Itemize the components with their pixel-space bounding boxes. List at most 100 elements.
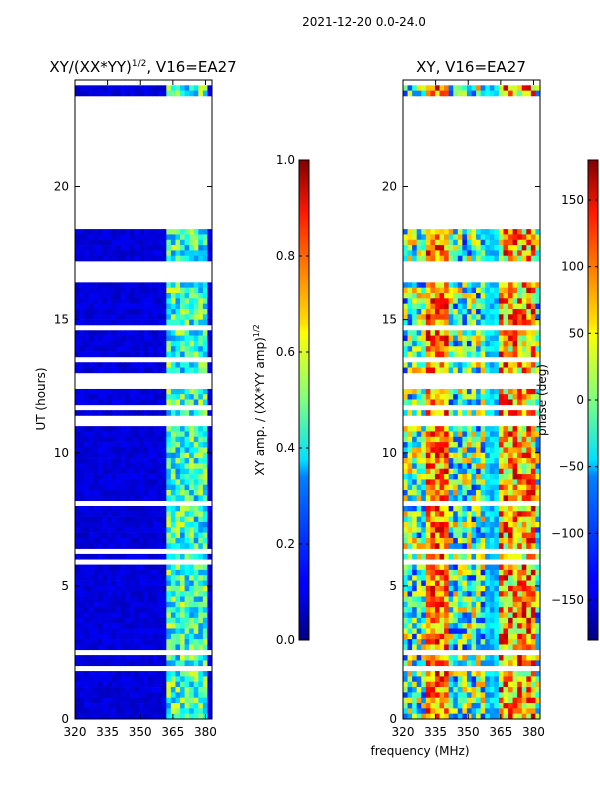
left-heatmap-cell	[193, 687, 199, 693]
left-heatmap-cell	[175, 388, 181, 395]
right-heatmap-cell	[439, 713, 445, 719]
right-heatmap-cell	[526, 388, 532, 395]
left-heatmap-cell	[175, 708, 181, 714]
right-heatmap-cell	[535, 362, 540, 368]
right-heatmap-cell	[448, 484, 454, 491]
right-heatmap-cell	[430, 447, 436, 454]
left-heatmap-cell	[143, 452, 149, 459]
right-heatmap-cell	[416, 660, 422, 667]
left-heatmap-cell	[93, 351, 99, 358]
left-heatmap-cell	[180, 474, 185, 480]
right-heatmap-cell	[407, 516, 413, 523]
left-heatmap-cell	[148, 293, 154, 299]
left-heatmap-cell	[189, 585, 195, 592]
right-heatmap-cell	[425, 585, 431, 592]
left-heatmap-cell	[198, 85, 204, 91]
right-title: XY, V16=EA27	[416, 58, 526, 76]
right-heatmap-cell	[517, 591, 523, 597]
left-heatmap-cell	[79, 436, 85, 443]
left-heatmap-cell	[88, 612, 94, 619]
right-heatmap-cell	[521, 532, 527, 539]
left-heatmap-cell	[198, 617, 204, 624]
right-heatmap-cell	[462, 239, 468, 246]
right-heatmap-cell	[466, 367, 472, 374]
right-heatmap-cell	[434, 671, 440, 677]
right-heatmap-cell	[512, 655, 518, 661]
right-heatmap-cell	[457, 511, 463, 517]
right-heatmap-cell	[517, 298, 523, 304]
right-heatmap-cell	[535, 90, 540, 97]
left-heatmap-cell	[161, 506, 167, 512]
right-heatmap-cell	[430, 671, 436, 677]
left-heatmap-cell	[88, 644, 94, 651]
right-heatmap-cell	[521, 708, 527, 714]
right-heatmap-cell	[498, 399, 504, 406]
right-heatmap-cell	[425, 239, 431, 246]
left-heatmap-cell	[88, 250, 94, 257]
left-heatmap-cell	[116, 335, 122, 342]
right-heatmap-cell	[403, 303, 408, 310]
right-heatmap-cell	[526, 239, 532, 246]
right-heatmap-cell	[430, 250, 436, 257]
left-heatmap-cell	[129, 591, 135, 597]
left-heatmap-cell	[102, 591, 108, 597]
left-heatmap-cell	[75, 521, 80, 528]
right-heatmap-cell	[530, 308, 536, 315]
right-heatmap-cell	[526, 458, 532, 464]
right-heatmap-cell	[407, 319, 413, 326]
left-heatmap-cell	[143, 655, 149, 661]
left-heatmap-cell	[79, 628, 85, 635]
left-heatmap-cell	[175, 575, 181, 581]
left-heatmap-cell	[161, 585, 167, 592]
left-heatmap-cell	[84, 569, 90, 576]
right-heatmap-cell	[403, 617, 408, 624]
right-heatmap-cell	[453, 367, 459, 374]
left-heatmap-cell	[125, 506, 131, 512]
left-heatmap-cell	[102, 340, 108, 347]
left-heatmap-cell	[161, 591, 167, 597]
right-heatmap-cell	[471, 234, 477, 241]
left-heatmap-cell	[84, 346, 90, 352]
left-heatmap-cell	[102, 388, 108, 395]
left-heatmap-cell	[125, 362, 131, 368]
left-heatmap-cell	[143, 335, 149, 342]
left-heatmap-cell	[189, 474, 195, 480]
right-heatmap-cell	[466, 298, 472, 304]
left-heatmap-cell	[170, 245, 176, 251]
right-heatmap-cell	[485, 436, 491, 443]
left-heatmap-cell	[84, 330, 90, 336]
left-heatmap-cell	[93, 676, 99, 683]
right-heatmap-cell	[403, 234, 408, 241]
right-heatmap-cell	[476, 463, 482, 470]
left-heatmap-cell	[170, 458, 176, 464]
left-heatmap-cell	[193, 617, 199, 624]
left-heatmap-cell	[106, 362, 112, 368]
left-heatmap-cell	[193, 495, 199, 501]
left-heatmap-cell	[198, 655, 204, 661]
right-heatmap-cell	[508, 351, 513, 358]
left-heatmap-cell	[207, 628, 212, 635]
left-heatmap-cell	[143, 319, 149, 326]
right-heatmap-cell	[494, 585, 500, 592]
left-heatmap-cell	[106, 239, 112, 246]
left-heatmap-cell	[116, 612, 122, 619]
left-heatmap-cell	[202, 431, 208, 438]
right-heatmap-cell	[439, 442, 445, 448]
left-heatmap-cell	[134, 575, 140, 581]
left-heatmap-cell	[84, 452, 90, 459]
right-heatmap-cell	[430, 436, 436, 443]
left-heatmap-cell	[161, 229, 167, 235]
left-heatmap-cell	[193, 703, 199, 709]
left-heatmap-cell	[143, 234, 149, 241]
left-heatmap-cell	[207, 655, 212, 661]
left-heatmap-cell	[189, 569, 195, 576]
left-heatmap-cell	[125, 569, 131, 576]
right-heatmap-cell	[494, 607, 500, 613]
left-heatmap-cell	[106, 367, 112, 374]
right-heatmap-cell	[498, 239, 504, 246]
right-heatmap-no-data-gap	[403, 98, 540, 182]
left-heatmap-cell	[138, 575, 144, 581]
right-heatmap-cell	[508, 346, 513, 352]
left-heatmap-cell	[202, 671, 208, 677]
right-heatmap-cell	[485, 628, 491, 635]
